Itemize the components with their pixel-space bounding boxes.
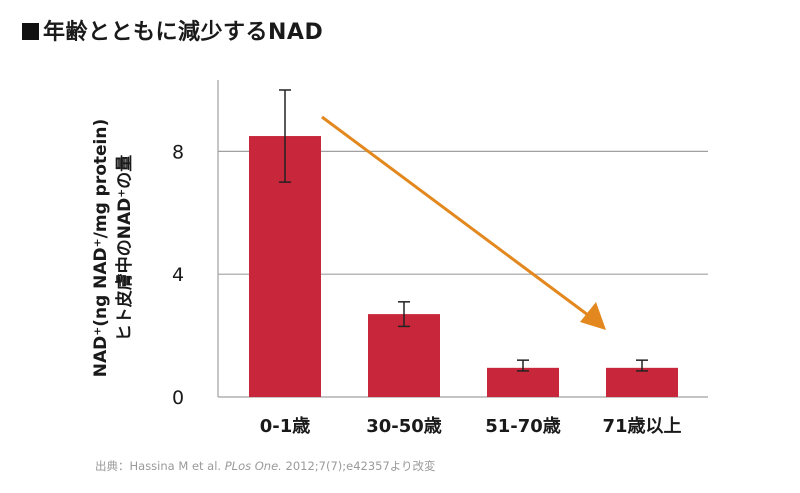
y-tick-label: 4 xyxy=(172,264,184,286)
trend-arrow xyxy=(321,115,606,330)
source-suffix: 2012;7(7);e42357より改変 xyxy=(281,459,436,473)
x-tick-label: 71歳以上 xyxy=(602,416,681,437)
y-tick-label: 8 xyxy=(172,141,184,163)
error-bar xyxy=(398,301,410,328)
x-tick-label: 30-50歳 xyxy=(366,416,442,437)
chart-title-text: 年齢とともに減少するNAD xyxy=(43,20,324,45)
source-prefix: 出典：Hassina M et al. xyxy=(95,459,225,473)
trend-arrow-head xyxy=(580,302,606,330)
bar-51-70歳 xyxy=(487,367,559,397)
error-bar xyxy=(279,89,291,183)
trend-arrow-shaft xyxy=(321,115,593,320)
bar-71歳以上 xyxy=(606,367,678,397)
y-tick-layer: 0 4 8 xyxy=(172,141,184,409)
bar-layer xyxy=(249,136,678,398)
x-tick-label: 0-1歳 xyxy=(260,416,311,437)
source-citation: 出典：Hassina M et al. PLos One. 2012;7(7);… xyxy=(95,458,436,474)
title-square-icon xyxy=(22,23,39,40)
x-tick-layer: 0-1歳 30-50歳 51-70歳 71歳以上 xyxy=(260,416,682,437)
error-bar xyxy=(636,359,648,372)
bar-30-50歳 xyxy=(368,314,440,397)
error-bar xyxy=(517,359,529,372)
source-journal: PLos One. xyxy=(224,459,282,473)
x-tick-label: 51-70歳 xyxy=(485,416,561,437)
y-tick-label: 0 xyxy=(172,387,184,409)
chart-title: 年齢とともに減少するNAD xyxy=(22,14,323,46)
error-layer xyxy=(279,89,648,372)
